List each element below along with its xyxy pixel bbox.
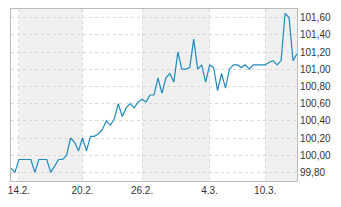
svg-text:20.2.: 20.2.: [71, 185, 93, 196]
svg-text:10.3.: 10.3.: [254, 185, 276, 196]
svg-text:100,80: 100,80: [300, 81, 331, 92]
svg-text:100,40: 100,40: [300, 115, 331, 126]
svg-text:99,80: 99,80: [300, 167, 325, 178]
svg-text:100,00: 100,00: [300, 150, 331, 161]
svg-text:100,20: 100,20: [300, 133, 331, 144]
svg-text:14.2.: 14.2.: [8, 185, 30, 196]
svg-text:101,20: 101,20: [300, 47, 331, 58]
svg-text:4.3.: 4.3.: [201, 185, 218, 196]
svg-text:101,60: 101,60: [300, 12, 331, 23]
svg-text:101,00: 101,00: [300, 64, 331, 75]
svg-text:101,40: 101,40: [300, 29, 331, 40]
svg-text:26.2.: 26.2.: [131, 185, 153, 196]
svg-text:100,60: 100,60: [300, 98, 331, 109]
